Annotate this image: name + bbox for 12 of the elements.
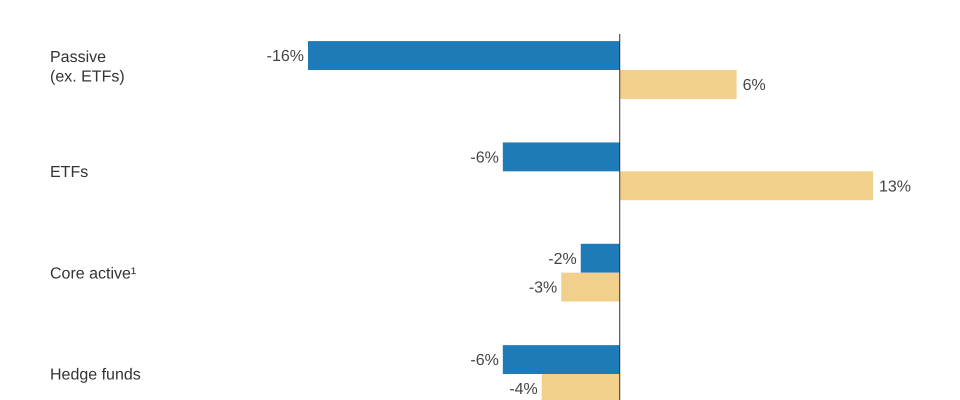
data-label: -4% [509, 381, 538, 398]
y-tick-label: Hedge funds [50, 366, 141, 384]
data-label: -2% [548, 250, 577, 268]
data-label: -6% [470, 352, 499, 370]
data-label: 13% [879, 178, 912, 196]
data-label: -6% [470, 149, 499, 166]
data-label: -16% [266, 48, 304, 66]
y-tick-label: ETFs [50, 164, 88, 181]
data-label: -3% [528, 280, 558, 297]
y-tick-label: Passive (ex. ETFs) [50, 49, 125, 86]
y-tick-label: Core active¹ [50, 265, 136, 282]
data-label: 6% [742, 77, 766, 94]
